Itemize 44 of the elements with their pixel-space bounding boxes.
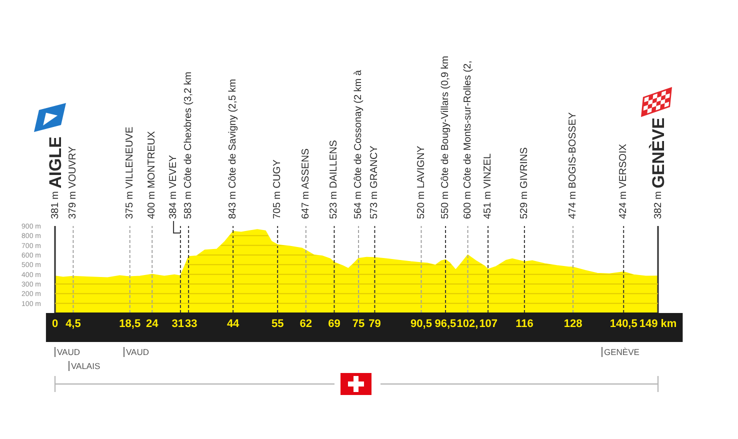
ref-line-label: 382 m GENÈVE — [648, 118, 668, 219]
x-tick-label: 18,5 — [119, 318, 141, 330]
ref-line-label: 573 m GRANCY — [369, 145, 380, 219]
x-tick-label: 75 — [352, 318, 365, 330]
x-tick-label: 55 — [271, 318, 284, 330]
x-tick-label: 0 — [52, 318, 58, 330]
ref-line-label: 647 m ASSENS — [300, 148, 312, 219]
x-tick-label: 149 km — [639, 318, 677, 330]
ref-line-label: 381 m AIGLE — [46, 136, 64, 219]
x-tick-label: 140,5 — [610, 318, 638, 330]
ref-line-label: 375 m VILLENEUVE — [124, 126, 136, 219]
ref-line-label: 523 m DAILLENS — [328, 140, 340, 219]
x-tick-label: 31 — [172, 318, 184, 330]
ref-line-label: 705 m CUGY — [272, 159, 284, 219]
ref-line-label: 424 m VERSOIX — [618, 144, 630, 219]
x-tick-label: 116 — [516, 318, 534, 330]
text: GENÈVE — [604, 347, 640, 357]
text: VAUD — [57, 347, 80, 357]
text: VAUD — [126, 347, 149, 357]
ref-line-label: 550 m Côte de Bougy-Villars (0,9 km — [440, 56, 452, 219]
ref-line-label: 520 m LAVIGNY — [416, 145, 427, 219]
x-tick-label: 128 — [564, 318, 582, 330]
x-tick-label: 24 — [146, 318, 160, 330]
x-tick-label: 102, — [456, 318, 478, 330]
x-tick-label: 62 — [300, 318, 312, 330]
ref-line-label: 400 m MONTREUX — [146, 130, 158, 219]
ref-line-label: 451 m VINZEL — [482, 152, 494, 219]
x-tick-label: 4,5 — [66, 318, 81, 330]
text: VALAIS — [71, 361, 100, 371]
x-tick-label: 69 — [328, 318, 340, 330]
x-tick-label: 33 — [184, 318, 198, 330]
x-tick-label: 44 — [226, 318, 240, 330]
ref-line-label: 379 m VOUVRY — [68, 146, 79, 219]
ref-line-label: 474 m BOGIS-BOSSEY — [568, 112, 579, 219]
x-tick-label: 79 — [368, 318, 381, 330]
x-tick-label: 96,5 — [434, 318, 456, 330]
ref-line-label: 843 m Côte de Savigny (2,5 km — [228, 78, 239, 219]
ref-line-label: 529 m GIVRINS — [518, 146, 530, 219]
ref-line-label: 384 m VEVEY — [168, 154, 180, 219]
x-tick-label: 107 — [479, 318, 498, 330]
ref-line-label: 583 m Côte de Chexbres (3,2 km — [183, 72, 194, 219]
ref-line-label: 564 m Côte de Cossonay (2 km à — [353, 70, 364, 219]
x-tick-label: 90,5 — [410, 318, 432, 330]
ref-line-label: 600 m Côte de Monts-sur-Rolles (2, — [462, 60, 474, 219]
